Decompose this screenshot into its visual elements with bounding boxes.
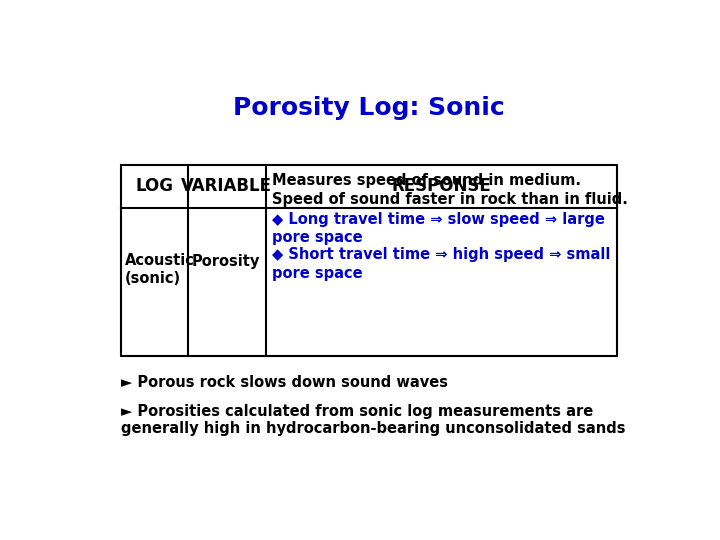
Text: Measures speed of sound in medium.
Speed of sound faster in rock than in fluid.: Measures speed of sound in medium. Speed… xyxy=(272,173,629,206)
Text: Acoustic
(sonic): Acoustic (sonic) xyxy=(125,253,195,286)
Text: RESPONSE: RESPONSE xyxy=(392,178,492,195)
Text: LOG: LOG xyxy=(135,178,174,195)
Bar xyxy=(121,165,617,356)
Text: ◆ Short travel time ⇒ high speed ⇒ small
pore space: ◆ Short travel time ⇒ high speed ⇒ small… xyxy=(272,247,611,280)
Text: ► Porosities calculated from sonic log measurements are
generally high in hydroc: ► Porosities calculated from sonic log m… xyxy=(121,404,625,436)
Text: ◆ Long travel time ⇒ slow speed ⇒ large
pore space: ◆ Long travel time ⇒ slow speed ⇒ large … xyxy=(272,212,606,245)
Text: VARIABLE: VARIABLE xyxy=(181,178,272,195)
Text: Porosity: Porosity xyxy=(192,254,261,269)
Text: ► Porous rock slows down sound waves: ► Porous rock slows down sound waves xyxy=(121,375,448,389)
Text: Porosity Log: Sonic: Porosity Log: Sonic xyxy=(233,97,505,120)
